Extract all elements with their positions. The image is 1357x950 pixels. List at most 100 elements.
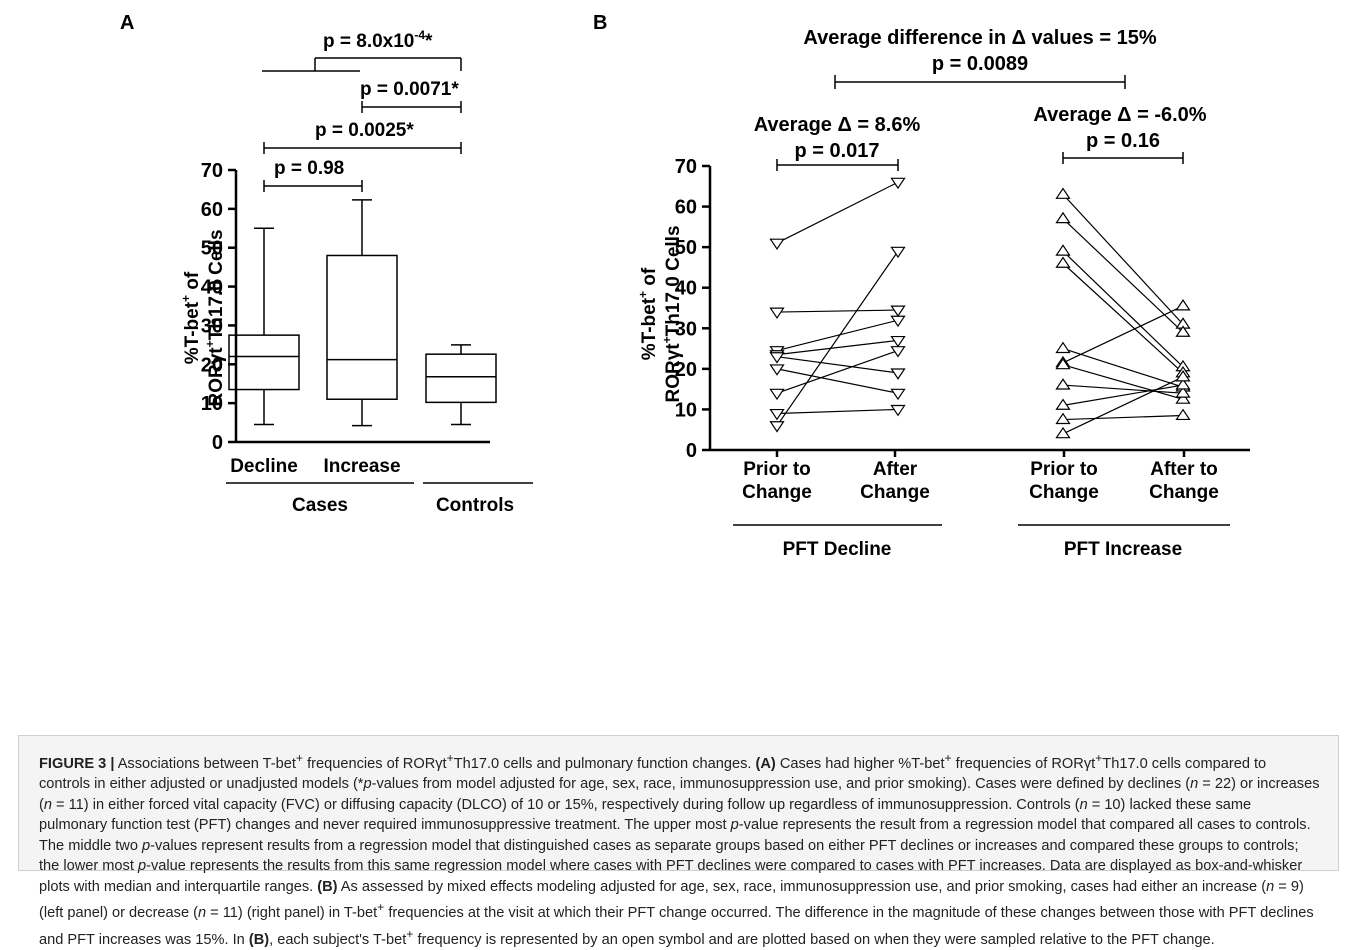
y-tick-label-30: 30 (201, 315, 223, 337)
figure-caption: FIGURE 3 | Associations between T-bet+ f… (39, 751, 1320, 948)
iqr-box-decline (228, 334, 300, 391)
marker-before-1-3 (1055, 256, 1071, 268)
marker-after-0-6 (890, 346, 906, 358)
panel-a: A %T-bet+ of RORγt+Th17.0 Cells 0 10 20 30 4… (120, 12, 533, 516)
marker-after-0-0 (890, 177, 906, 190)
sig-decline-increase-label: p = 0.98 (274, 158, 344, 179)
y-tick-label-50: 50 (201, 238, 223, 260)
panel-b-markers (769, 177, 1191, 439)
subject-line-1-5 (1062, 305, 1184, 364)
svg-text:%T-bet+ of: %T-bet+ of (636, 267, 660, 360)
left-after-label-1: After (873, 459, 918, 480)
marker-before-0-1 (769, 307, 785, 319)
subject-line-0-5 (776, 368, 899, 394)
avg-difference-p: p = 0.0089 (932, 53, 1028, 75)
marker-after-0-8 (890, 246, 906, 259)
panel-b-letter: B (593, 12, 607, 34)
marker-before-0-8 (769, 421, 785, 433)
bracket-decline-controls (263, 142, 462, 154)
marker-before-1-6 (1055, 357, 1071, 370)
subject-line-1-10 (1062, 376, 1184, 435)
subject-line-0-0 (776, 181, 899, 244)
marker-before-1-7 (1055, 378, 1071, 390)
marker-before-0-7 (769, 408, 785, 421)
y-tick-label-30: 30 (675, 318, 697, 340)
subject-line-1-2 (1062, 250, 1184, 368)
marker-after-1-9 (1175, 408, 1191, 421)
left-after-label-2: Change (860, 482, 930, 503)
y-tick-label-10: 10 (201, 393, 223, 415)
left-p-value: p = 0.017 (794, 140, 879, 162)
marker-after-1-8 (1175, 378, 1191, 390)
sig-decline-controls-label: p = 0.0025* (315, 120, 414, 141)
iqr-box-controls (425, 353, 497, 404)
marker-after-1-5 (1175, 299, 1191, 311)
panel-b-y-axis-label: %T-bet+ of RORγt+Th17.0 Cells (636, 225, 684, 402)
y-tick-label-60: 60 (201, 199, 223, 221)
right-p-value: p = 0.16 (1086, 130, 1160, 152)
panel-a-letter: A (120, 12, 134, 34)
subject-line-1-8 (1062, 384, 1184, 406)
subject-line-0-2 (776, 319, 899, 352)
panel-a-y-ticks: 0 10 20 30 40 50 60 70 (201, 160, 236, 454)
marker-after-1-10 (1175, 370, 1191, 382)
figure-caption-box: FIGURE 3 | Associations between T-bet+ f… (18, 735, 1339, 948)
left-prior-label-2: Change (742, 482, 812, 503)
panel-b: B %T-bet+ of RORγt+Th17.0 Cells 0 10 20 30 4… (593, 12, 1250, 560)
pft-decline-group-label: PFT Decline (783, 539, 892, 560)
marker-after-0-1 (890, 305, 906, 317)
panel-a-y-axis-label: %T-bet+ of RORγt+Th17.0 Cells (179, 229, 227, 406)
avg-difference-title: Average difference in Δ values = 15% (803, 27, 1156, 49)
subject-line-0-6 (776, 350, 899, 394)
y-tick-label-60: 60 (675, 197, 697, 219)
subject-line-1-7 (1062, 384, 1184, 394)
y-tick-label-40: 40 (201, 277, 223, 299)
subject-line-0-1 (776, 309, 899, 313)
marker-after-0-3 (890, 335, 906, 348)
bracket-between-groups (834, 75, 1126, 89)
panel-b-y-ticks: 0 10 20 30 40 50 60 70 (675, 156, 710, 462)
marker-before-1-10 (1055, 426, 1071, 439)
marker-before-0-4 (769, 352, 785, 364)
marker-after-1-7 (1175, 386, 1191, 398)
marker-before-1-2 (1055, 244, 1071, 256)
box-decline (228, 227, 300, 426)
svg-text:RORγt+Th17.0 Cells: RORγt+Th17.0 Cells (203, 229, 227, 406)
left-average-delta: Average Δ = 8.6% (754, 114, 921, 136)
subject-line-0-8 (776, 250, 899, 426)
marker-before-1-0 (1055, 187, 1071, 199)
subject-line-0-7 (776, 408, 899, 415)
y-tick-label-50: 50 (675, 237, 697, 259)
svg-text:RORγt+Th17.0 Cells: RORγt+Th17.0 Cells (660, 225, 684, 402)
marker-before-0-5 (769, 364, 785, 376)
y-tick-label-40: 40 (675, 278, 697, 300)
right-after-label-1: After to (1150, 459, 1218, 480)
box-controls (425, 344, 497, 426)
sig-overall-label: p = 8.0x10-4* (323, 28, 433, 52)
sig-increase-controls-label: p = 0.0071* (360, 79, 459, 100)
marker-after-0-7 (890, 404, 906, 417)
marker-before-1-9 (1055, 412, 1071, 425)
category-label-increase: Increase (323, 456, 400, 477)
y-tick-label-70: 70 (201, 160, 223, 182)
bracket-increase-controls (361, 101, 462, 113)
y-tick-label-0: 0 (212, 432, 223, 454)
marker-after-0-4 (890, 368, 906, 380)
subject-line-1-3 (1062, 262, 1184, 374)
marker-before-0-0 (769, 238, 785, 251)
subject-line-0-3 (776, 339, 899, 356)
marker-before-0-6 (769, 388, 785, 401)
marker-after-0-5 (890, 388, 906, 401)
subject-line-1-9 (1062, 414, 1184, 421)
marker-after-1-1 (1175, 325, 1191, 337)
subject-line-1-1 (1062, 218, 1184, 333)
y-tick-label-0: 0 (686, 440, 697, 462)
svg-text:%T-bet+ of: %T-bet+ of (179, 271, 203, 364)
box-increase (326, 199, 398, 427)
controls-group-label: Controls (436, 495, 514, 516)
marker-before-1-1 (1055, 211, 1071, 224)
iqr-box-increase (326, 254, 398, 401)
marker-after-0-2 (890, 315, 906, 328)
cases-group-label: Cases (292, 495, 348, 516)
right-average-delta: Average Δ = -6.0% (1033, 104, 1206, 126)
